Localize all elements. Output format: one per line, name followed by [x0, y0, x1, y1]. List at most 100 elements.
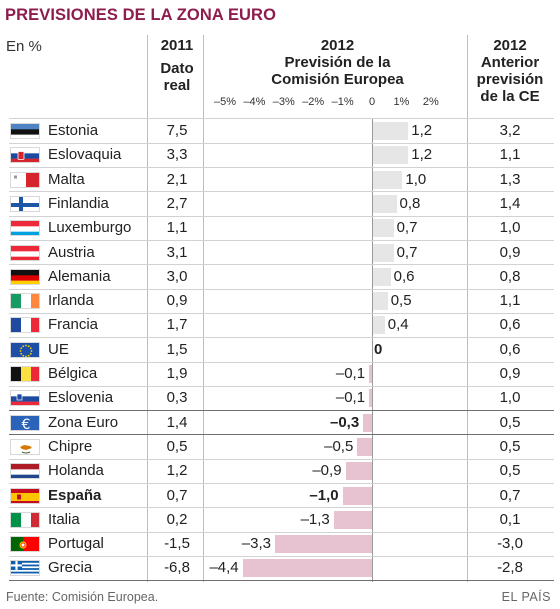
flag-italy-icon: [10, 511, 40, 528]
flag-slovenia-icon: [10, 390, 40, 407]
bar: [274, 535, 372, 554]
x-tick-label: –2%: [302, 96, 325, 108]
flag-slovakia-icon: [10, 147, 40, 164]
country-name: Austria: [48, 243, 95, 261]
bar: [363, 413, 372, 432]
flag-estonia-icon: [10, 123, 40, 139]
x-tick-label: 1%: [393, 96, 410, 108]
value-previous-forecast: -2,8: [497, 559, 523, 577]
bar: [373, 146, 409, 165]
flag-germany-icon: [10, 268, 40, 285]
flag-malta-icon: [10, 171, 40, 188]
table-row: Grecia -6,8 –4,4 -2,8: [0, 556, 560, 580]
column-prev-year: 2012: [493, 37, 527, 54]
table-row: Austria 3,1 0,7 0,9: [0, 241, 560, 265]
data-label-2012: –0,9: [312, 462, 342, 480]
bar: [369, 389, 372, 408]
row-separator: [9, 264, 554, 266]
flag-cyprus-icon: [10, 438, 40, 455]
table-row: Holanda 1,2 –0,9 0,5: [0, 459, 560, 483]
value-previous-forecast: 0,8: [499, 267, 521, 285]
table-row: Luxemburgo 1,1 0,7 1,0: [0, 216, 560, 240]
column-2011-line1: Dato: [160, 60, 194, 77]
country-name: Chipre: [48, 437, 93, 455]
column-2012-line2: Comisión Europea: [271, 71, 404, 88]
data-label-2012: –0,1: [335, 365, 366, 382]
data-label-2012: –0,5: [324, 437, 354, 455]
row-separator: [9, 312, 554, 314]
data-label-2012: 0,7: [396, 243, 418, 261]
country-name: Estonia: [48, 122, 99, 139]
value-previous-forecast: 1,4: [499, 194, 521, 212]
value-2011: -6,8: [164, 559, 190, 577]
value-previous-forecast: 0,5: [499, 437, 521, 455]
data-label-2012: 0,4: [387, 316, 409, 334]
flag-spain-icon: [10, 487, 40, 504]
value-previous-forecast: -3,0: [497, 535, 523, 553]
column-divider: [147, 35, 148, 582]
table-row: Eslovenia 0,3 –0,1 1,0: [0, 386, 560, 410]
country-name: Francia: [48, 316, 99, 334]
x-tick-label: 2%: [422, 96, 439, 108]
data-label-2012: –0,1: [335, 389, 366, 407]
column-2011-line2: real: [163, 77, 191, 94]
x-tick-label: –4%: [243, 96, 266, 108]
column-prev-line1: Anterior: [480, 54, 540, 71]
svg-text:€: €: [22, 417, 31, 431]
data-label-2012: 1,0: [405, 170, 427, 188]
data-label-2012: 0: [374, 340, 383, 358]
bar: [342, 486, 372, 505]
value-2011: 0,2: [166, 510, 188, 528]
row-separator: [9, 483, 554, 484]
value-previous-forecast: 1,3: [499, 170, 521, 188]
row-separator: [9, 580, 554, 582]
value-2011: 2,7: [166, 194, 188, 212]
column-2012-line1: Previsión de la: [284, 54, 391, 71]
row-separator: [9, 458, 554, 460]
bar: [369, 365, 372, 383]
country-name: Alemania: [48, 267, 111, 285]
euro-icon: €: [10, 414, 40, 431]
table-row: Estonia 7,5 1,2 3,2: [0, 119, 560, 143]
row-separator: [9, 361, 554, 363]
value-2011: 3,0: [166, 267, 188, 285]
column-header-2011: 2011 Dato real: [148, 37, 206, 94]
row-separator: [9, 410, 554, 412]
value-2011: 1,4: [166, 413, 188, 431]
table-row: € Zona Euro 1,4 –0,3 0,5: [0, 411, 560, 435]
bar: [373, 243, 394, 262]
bar: [373, 267, 391, 286]
row-separator: [9, 555, 554, 557]
value-previous-forecast: 0,5: [499, 413, 521, 431]
bar: [333, 510, 372, 529]
value-2011: 2,1: [166, 170, 188, 188]
value-previous-forecast: 1,0: [499, 219, 521, 237]
column-header-2012: 2012 Previsión de la Comisión Europea: [210, 37, 465, 88]
table-row: Portugal -1,5 –3,3 -3,0: [0, 532, 560, 556]
column-header-previous: 2012 Anterior previsión de la CE: [470, 37, 550, 105]
data-label-2012: 0,5: [390, 292, 412, 310]
flag-luxembourg-icon: [10, 220, 40, 237]
table-row: Finlandia 2,7 0,8 1,4: [0, 192, 560, 216]
value-previous-forecast: 1,0: [499, 389, 521, 407]
value-2011: 3,3: [166, 146, 188, 164]
zero-axis-line: [372, 118, 373, 582]
column-2011-year: 2011: [160, 37, 194, 54]
table-row: Chipre 0,5 –0,5 0,5: [0, 435, 560, 459]
data-label-2012: 0,6: [393, 267, 415, 285]
row-separator: [9, 385, 554, 387]
x-tick-label: –1%: [331, 96, 354, 108]
bar: [373, 122, 409, 140]
country-name: Irlanda: [48, 292, 94, 310]
country-name: Zona Euro: [48, 413, 119, 431]
country-name: Holanda: [48, 462, 104, 480]
value-2011: 1,1: [166, 219, 188, 237]
value-2011: 1,7: [166, 316, 188, 334]
data-label-2012: 0,8: [399, 194, 421, 212]
row-separator: [9, 337, 554, 339]
chart-title: PREVISIONES DE LA ZONA EURO: [5, 6, 277, 24]
table-row: Alemania 3,0 0,6 0,8: [0, 265, 560, 289]
x-tick-label: 0: [368, 96, 376, 108]
country-name: Finlandia: [48, 194, 109, 212]
source-note: Fuente: Comisión Europea.: [6, 590, 159, 604]
